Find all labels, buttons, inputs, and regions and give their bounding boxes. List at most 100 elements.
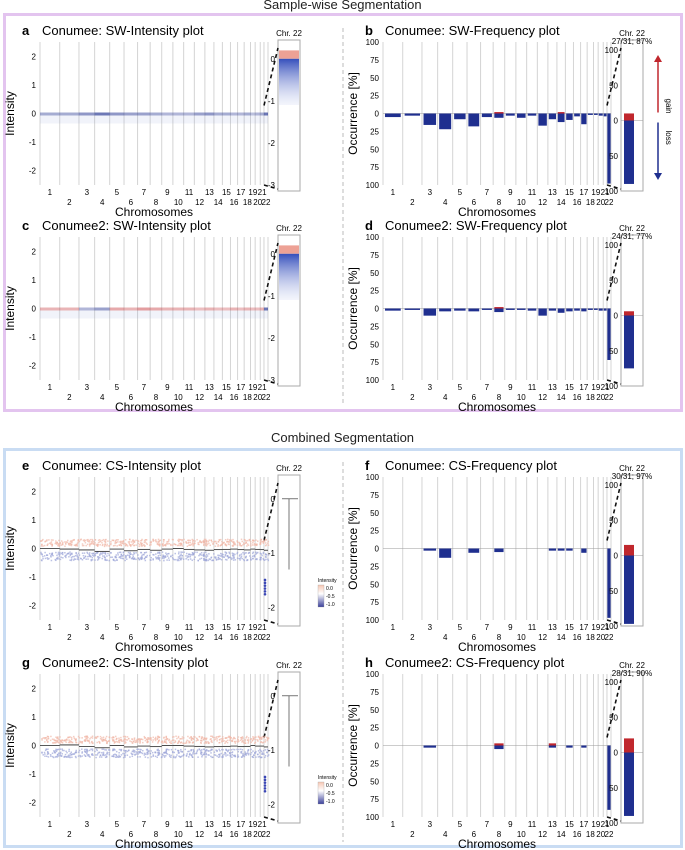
inset-y-tick: -2 (268, 604, 276, 613)
probe-point-high (139, 739, 141, 742)
probe-point-low (73, 559, 75, 561)
probe-point-low (68, 556, 70, 558)
probe-point-low (215, 559, 218, 561)
probe-point-low (263, 559, 266, 561)
probe-point-low (54, 756, 57, 758)
probe-point-high (236, 541, 239, 543)
y-tick-label: 50 (370, 145, 379, 154)
probe-point-low (159, 559, 161, 562)
probe-point-low (58, 555, 61, 557)
panel-letter: f (365, 458, 370, 473)
probe-point-high (221, 540, 223, 543)
probe-point-low (236, 552, 238, 555)
probe-point-low (140, 748, 142, 751)
probe-point-high (142, 741, 144, 744)
probe-point-low (187, 558, 190, 561)
chr22-point (263, 584, 267, 587)
probe-point-low (183, 551, 185, 553)
x-tick-label: 2 (67, 830, 72, 839)
probe-point-high (135, 741, 137, 744)
loss-bar (439, 308, 452, 312)
probe-point-low (157, 551, 159, 554)
probe-point-high (228, 539, 231, 541)
probe-point-low (81, 552, 84, 554)
probe-point-high (57, 544, 59, 547)
x-tick-label: 14 (214, 633, 223, 642)
panel-letter: d (365, 218, 373, 233)
probe-point-high (87, 540, 89, 542)
loss-bar (494, 548, 504, 553)
zoom-line-top (263, 242, 279, 301)
probe-point-low (44, 749, 47, 752)
probe-point-high (143, 541, 146, 543)
segment-bar (222, 307, 231, 311)
probe-point-high (255, 736, 257, 738)
probe-point-high (146, 543, 148, 545)
probe-point-low (71, 753, 74, 755)
loss-bar (587, 308, 593, 310)
probe-point-low (170, 555, 172, 558)
x-tick-label: 17 (236, 188, 245, 197)
probe-point-low (78, 554, 81, 556)
inset-gain-bar (624, 738, 634, 753)
probe-point-low (228, 749, 230, 751)
x-tick-label: 2 (410, 198, 415, 207)
probe-point-high (237, 739, 240, 741)
probe-point-high (185, 541, 187, 544)
probe-point-low (91, 559, 94, 561)
probe-point-high (205, 541, 208, 543)
segment-bar (244, 112, 251, 116)
probe-point-high (95, 544, 98, 547)
probe-point-low (197, 559, 199, 562)
probe-point-low (233, 748, 236, 751)
probe-point-high (231, 739, 233, 742)
probe-point-high (210, 539, 212, 542)
probe-point-high (214, 545, 217, 547)
probe-point-low (226, 559, 228, 561)
probe-point-high (74, 739, 77, 742)
legend-tick: -0.5 (326, 594, 335, 600)
probe-point-high (137, 542, 140, 545)
probe-point-low (177, 556, 180, 558)
x-axis-label: Chromosomes (115, 205, 193, 219)
x-tick-label: 7 (485, 188, 490, 197)
probe-point-high (188, 741, 191, 743)
probe-point-low (137, 748, 140, 751)
probe-point-low (116, 756, 118, 758)
x-tick-label: 10 (174, 633, 183, 642)
probe-point-high (96, 545, 99, 547)
probe-point-high (143, 735, 146, 738)
x-tick-label: 20 (253, 633, 262, 642)
probe-point-low (128, 749, 130, 751)
loss-bar (439, 548, 452, 558)
probe-point-high (157, 540, 159, 543)
probe-point-low (46, 753, 49, 755)
legend-tick: -1.0 (326, 799, 335, 805)
probe-point-high (263, 540, 266, 543)
segment-shade (213, 115, 223, 124)
probe-point-low (234, 755, 237, 758)
probe-point-high (69, 740, 72, 742)
probe-point-high (104, 541, 107, 544)
loss-bar (505, 308, 515, 310)
probe-point-low (70, 753, 73, 756)
probe-point-low (217, 554, 219, 557)
probe-point-high (55, 739, 58, 742)
probe-point-low (173, 751, 176, 754)
probe-point-low (254, 752, 256, 755)
probe-point-high (168, 738, 171, 741)
probe-point-low (69, 551, 71, 553)
x-tick-label: 21 (258, 820, 267, 829)
probe-point-high (238, 541, 241, 544)
probe-point-high (267, 542, 269, 545)
probe-point-low (180, 750, 182, 753)
inset-y-tick: 0 (614, 117, 619, 126)
probe-point-high (238, 543, 241, 545)
probe-point-low (135, 751, 137, 753)
probe-point-low (152, 558, 154, 561)
segment-shade (237, 115, 245, 124)
probe-point-high (207, 740, 209, 743)
probe-point-low (144, 756, 147, 758)
probe-point-low (126, 750, 129, 753)
probe-point-low (108, 749, 111, 751)
